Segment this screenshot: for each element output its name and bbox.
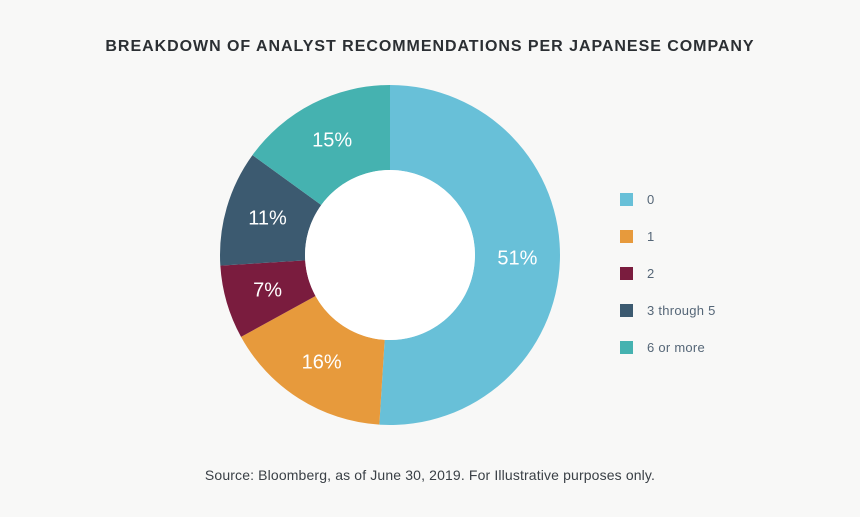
legend-swatch-two — [620, 267, 633, 280]
legend-label-zero: 0 — [647, 192, 655, 207]
chart-container: BREAKDOWN OF ANALYST RECOMMENDATIONS PER… — [0, 0, 860, 517]
donut-chart: 51% 16% 7% 11% 15% — [215, 80, 565, 430]
legend-label-three5: 3 through 5 — [647, 303, 716, 318]
legend-item-sixplus: 6 or more — [620, 340, 820, 355]
legend-swatch-zero — [620, 193, 633, 206]
slice-label-zero: 51% — [497, 248, 537, 271]
legend-item-two: 2 — [620, 266, 820, 281]
chart-title: BREAKDOWN OF ANALYST RECOMMENDATIONS PER… — [0, 38, 860, 56]
legend-label-two: 2 — [647, 266, 655, 281]
legend-label-one: 1 — [647, 229, 655, 244]
legend-item-three5: 3 through 5 — [620, 303, 820, 318]
donut-hole — [305, 170, 475, 340]
chart-footnote: Source: Bloomberg, as of June 30, 2019. … — [0, 467, 860, 483]
legend: 0 1 2 3 through 5 6 or more — [620, 192, 820, 377]
legend-swatch-sixplus — [620, 341, 633, 354]
slice-label-one: 16% — [302, 351, 342, 374]
slice-label-sixplus: 15% — [312, 130, 352, 153]
legend-swatch-three5 — [620, 304, 633, 317]
legend-swatch-one — [620, 230, 633, 243]
slice-label-two: 7% — [253, 279, 282, 302]
legend-label-sixplus: 6 or more — [647, 340, 705, 355]
slice-label-three5: 11% — [248, 208, 287, 231]
legend-item-zero: 0 — [620, 192, 820, 207]
legend-item-one: 1 — [620, 229, 820, 244]
